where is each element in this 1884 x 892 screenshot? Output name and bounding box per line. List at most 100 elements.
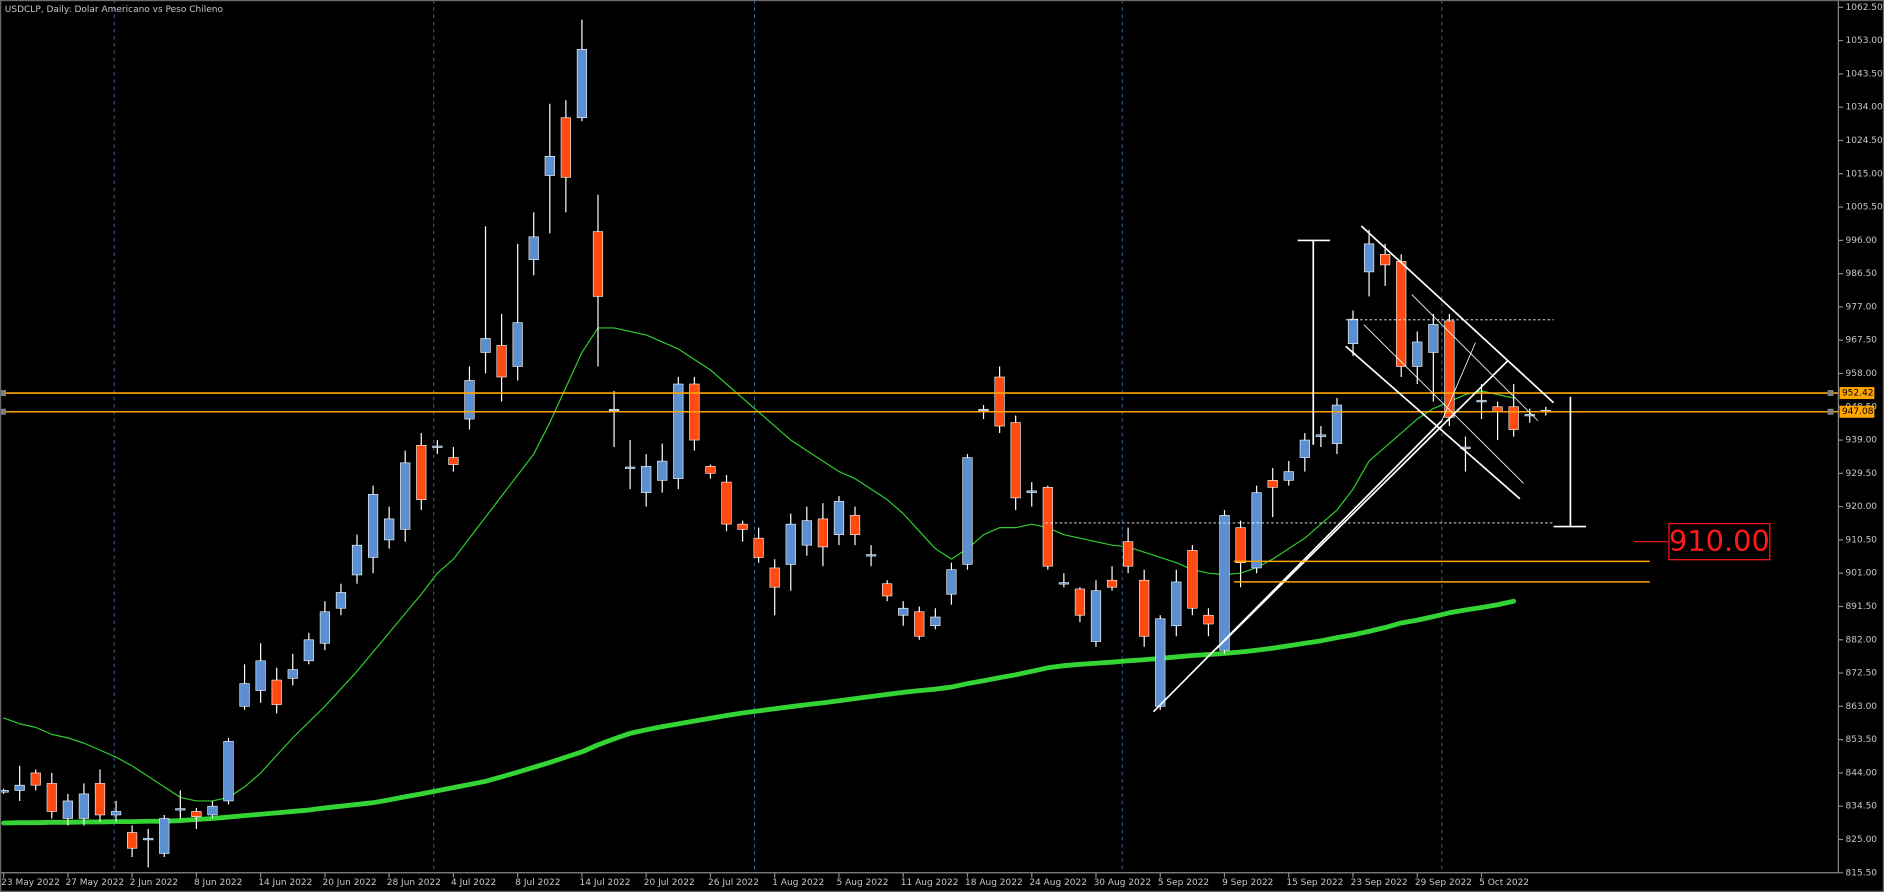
y-tick-label: 1005.50 [1846, 203, 1883, 213]
candle-body [62, 800, 73, 819]
x-tick-label: 9 Sep 2022 [1222, 878, 1273, 888]
candle-body [1203, 614, 1214, 625]
candle-body [1042, 487, 1053, 567]
y-tick-label: 891.50 [1846, 602, 1878, 612]
y-tick-label: 929.50 [1846, 469, 1878, 479]
candle-body [1347, 318, 1359, 345]
candle-body [207, 805, 218, 816]
drawings [1045, 225, 1650, 713]
candle-body [946, 569, 957, 595]
candle-body [1331, 404, 1343, 444]
y-tick-label: 1062.50 [1846, 3, 1883, 13]
y-tick-label: 834.50 [1846, 802, 1878, 812]
candle-body [1299, 439, 1310, 458]
candle-body [480, 338, 491, 353]
candle-body [496, 345, 507, 378]
candle-body [384, 518, 395, 541]
annotation-label: 910.00 [1669, 524, 1770, 558]
y-tick-label: 1024.50 [1846, 136, 1883, 146]
candle-body [978, 408, 989, 411]
candle-body [1283, 471, 1294, 481]
level-price-box [1839, 405, 1875, 418]
candle-body [1187, 550, 1198, 609]
candle-body [865, 554, 877, 557]
y-tick-label: 853.50 [1846, 735, 1878, 745]
y-tick-label: 939.00 [1846, 436, 1878, 446]
candle-body [898, 607, 909, 616]
candle-body [14, 784, 25, 791]
y-tick-label: 872.50 [1846, 669, 1878, 679]
y-tick-label: 882.00 [1846, 635, 1878, 645]
candle-body [1396, 261, 1407, 367]
x-tick-label: 4 Jul 2022 [451, 878, 496, 888]
candle-body [1058, 582, 1069, 585]
candle-body [705, 466, 716, 474]
x-tick-label: 5 Sep 2022 [1158, 878, 1209, 888]
candle-body [1074, 588, 1086, 616]
y-tick-label: 1015.00 [1846, 169, 1883, 179]
y-tick-label: 958.00 [1846, 369, 1878, 379]
candle-body [1476, 400, 1487, 403]
candle-body [1106, 579, 1118, 588]
candle-body [833, 501, 845, 535]
x-tick-label: 20 Jun 2022 [322, 878, 376, 888]
level-price-label: 952.42 [1842, 389, 1873, 399]
level-marker [0, 390, 7, 397]
candle-body [127, 832, 138, 849]
candle-body [351, 544, 363, 576]
level-marker [1827, 408, 1834, 415]
candle-body [1412, 341, 1423, 367]
candle-body [817, 518, 828, 548]
candle-body [785, 523, 796, 565]
candle-body [1155, 618, 1166, 707]
candle-body [625, 466, 636, 469]
level-marker [0, 408, 7, 415]
candle-body [416, 445, 427, 500]
candle-body [143, 838, 154, 841]
x-tick-label: 11 Aug 2022 [901, 878, 959, 888]
candle-body [78, 793, 90, 819]
candle-body [1219, 515, 1230, 651]
x-tick-label: 18 Aug 2022 [965, 878, 1023, 888]
candle-body [1508, 406, 1519, 430]
y-tick-label: 920.00 [1846, 502, 1878, 512]
x-tick-label: 23 May 2022 [1, 878, 60, 888]
candle-body [1267, 480, 1278, 488]
candle-body [657, 460, 668, 481]
trendline [1441, 342, 1476, 421]
level-price-box [1839, 387, 1875, 400]
y-tick-label: 977.00 [1846, 302, 1878, 312]
x-tick-label: 23 Sep 2022 [1351, 878, 1408, 888]
candle-body [737, 523, 748, 530]
trendline [1411, 294, 1539, 422]
candle-body [367, 494, 379, 558]
x-tick-label: 20 Jul 2022 [644, 878, 695, 888]
candle-body [914, 611, 925, 637]
candle-body [110, 811, 122, 816]
candle-body [30, 772, 41, 786]
x-tick-label: 26 Jul 2022 [708, 878, 759, 888]
x-tick-label: 14 Jul 2022 [580, 878, 631, 888]
y-tick-label: 1043.50 [1846, 69, 1883, 79]
candle-body [159, 818, 170, 854]
x-tick-label: 14 Jun 2022 [258, 878, 312, 888]
candle-body [1171, 581, 1182, 627]
candle-body [608, 408, 620, 411]
candle-body [753, 537, 764, 558]
candle-body [849, 515, 861, 535]
x-tick-label: 1 Aug 2022 [772, 878, 824, 888]
chart-title: USDCLP, Daily: Dolar Americano vs Peso C… [5, 5, 224, 15]
y-tick-label: 1053.00 [1846, 36, 1883, 46]
candle-body [1090, 590, 1102, 642]
candle-body [1139, 579, 1150, 637]
candle-body [239, 683, 250, 707]
x-tick-label: 28 Jun 2022 [387, 878, 441, 888]
candle-body [175, 808, 186, 811]
x-tick-label: 29 Sep 2022 [1415, 878, 1472, 888]
candle-body [94, 783, 106, 816]
x-tick-label: 2 Jun 2022 [130, 878, 178, 888]
x-tick-label: 24 Aug 2022 [1029, 878, 1087, 888]
candle-body [882, 583, 893, 597]
